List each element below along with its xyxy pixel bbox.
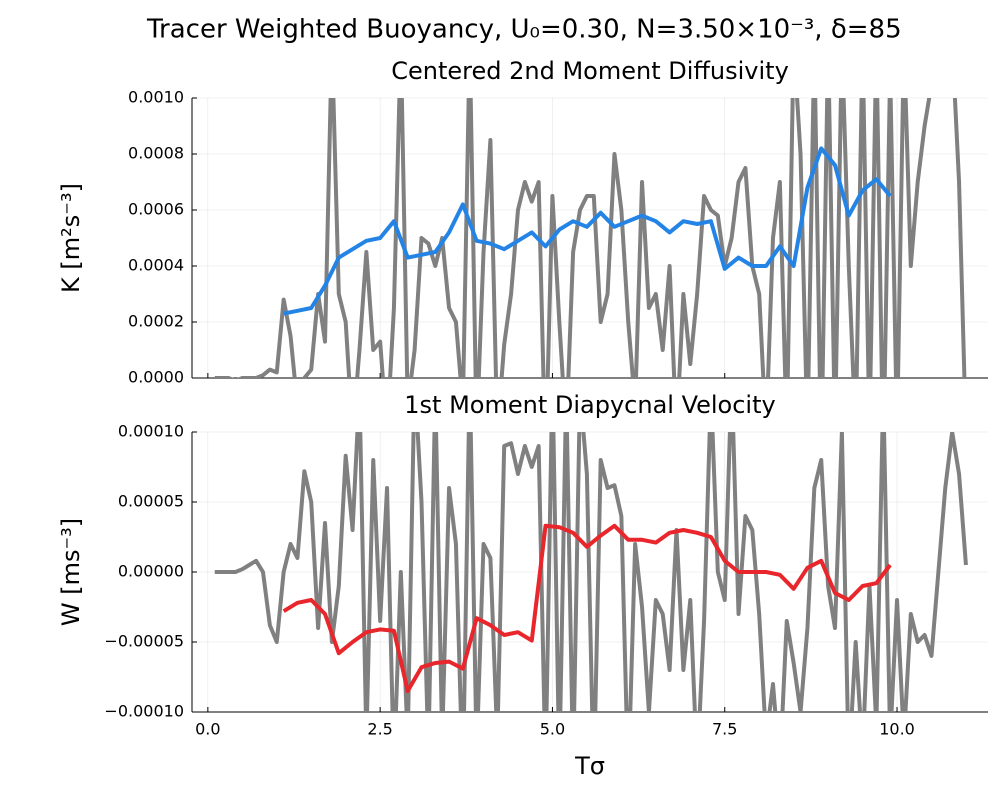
y-tick-label: 0.00000 [118, 562, 184, 581]
y-tick-label: 0.0010 [128, 88, 184, 107]
y-tick-label: 0.00005 [118, 492, 184, 511]
series-line [214, 432, 968, 712]
y-axis-label: K [m²s⁻³] [57, 183, 85, 293]
x-tick-label: 7.5 [712, 720, 737, 739]
subplot-title: 1st Moment Diapycnal Velocity [404, 391, 775, 419]
x-tick-label: 10.0 [879, 720, 915, 739]
series-line [283, 146, 892, 316]
y-tick-label: 0.00010 [118, 422, 184, 441]
y-tick-label: 0.0002 [128, 312, 184, 331]
figure-title: Tracer Weighted Buoyancy, U₀=0.30, N=3.5… [146, 15, 902, 45]
x-axis-label: Tσ [574, 752, 605, 780]
x-tick-label: 2.5 [367, 720, 392, 739]
series-line [214, 98, 967, 378]
y-axis-label: W [ms⁻³] [57, 518, 85, 626]
subplot-title: Centered 2nd Moment Diffusivity [391, 57, 789, 85]
y-tick-label: 0.0000 [128, 368, 184, 387]
y-tick-label: 0.0008 [128, 144, 184, 163]
y-tick-label: 0.0006 [128, 200, 184, 219]
y-tick-label: −0.00005 [104, 632, 184, 651]
x-tick-label: 5.0 [540, 720, 565, 739]
series-line [282, 523, 892, 693]
x-tick-label: 0.0 [195, 720, 220, 739]
y-tick-label: 0.0004 [128, 256, 184, 275]
y-tick-label: −0.00010 [104, 702, 184, 721]
